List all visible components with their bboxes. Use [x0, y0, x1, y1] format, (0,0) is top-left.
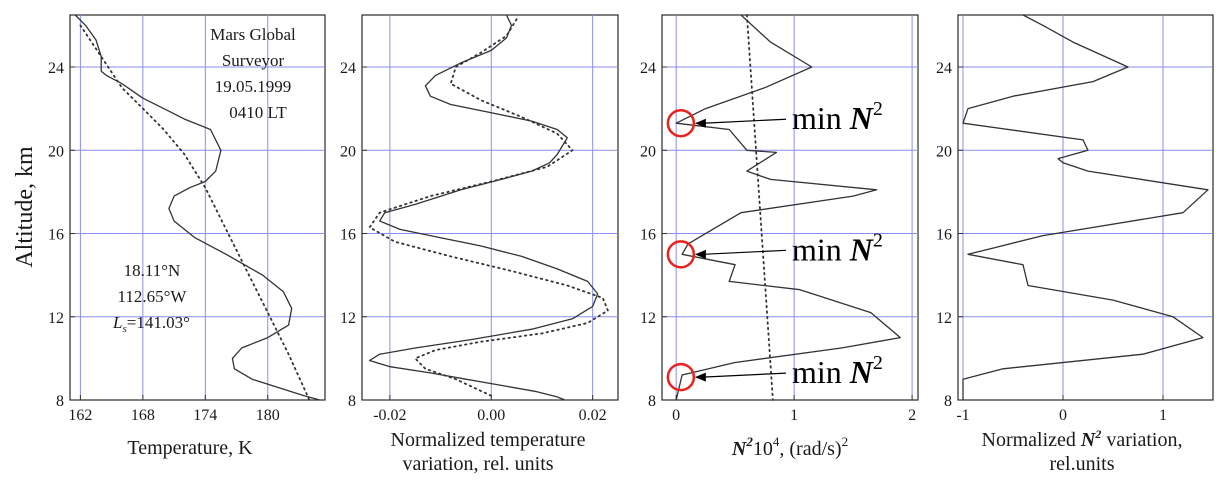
n2-panel-series — [675, 14, 901, 401]
norm-temperature-x-tick-label: 0.00 — [477, 407, 505, 424]
n2-minimum-circle — [666, 240, 696, 269]
n2-minimum-label: min N2 — [792, 229, 883, 267]
n2-x-tick-label: 2 — [908, 407, 916, 424]
temperature-x-label: Temperature, K — [127, 437, 253, 459]
n2-y-tick-label: 16 — [640, 227, 656, 244]
n2-x-label: N2104, (rad/s)2 — [731, 434, 848, 460]
norm-temperature-x-label-line1: Normalized temperature — [391, 429, 586, 451]
n2-y-tick-label: 12 — [640, 310, 656, 327]
norm-temperature-panel-ticks: -0.02 0.00 0.02 8 12 16 20 24 — [340, 60, 607, 424]
n2-y-tick-label: 24 — [640, 60, 656, 77]
norm-temperature-panel-grid — [362, 15, 618, 400]
n2-panel-grid — [662, 15, 918, 400]
n2-minimum-arrow — [702, 372, 787, 378]
norm-temperature-solid-profile — [368, 14, 599, 401]
norm-temperature-y-tick-label: 20 — [340, 143, 356, 160]
n2-x-tick-label: 1 — [790, 407, 798, 424]
temperature-x-tick-label: 180 — [256, 407, 280, 424]
norm-n2-x-label-line2: rel.units — [1050, 453, 1115, 475]
norm-n2-y-tick-label: 8 — [944, 393, 952, 410]
n2-minima-annotations: min N2 min N2 min N2 — [666, 98, 883, 392]
n2-minimum-circle — [666, 108, 696, 138]
norm-n2-y-tick-label: 16 — [936, 227, 952, 244]
temperature-x-tick-label: 168 — [131, 407, 155, 424]
norm-n2-x-tick-label: 0 — [1059, 407, 1067, 424]
norm-temperature-panel: -0.02 0.00 0.02 8 12 16 20 24 Normalized temper… — [340, 14, 619, 475]
norm-temperature-x-label-line2: variation, rel. units — [402, 453, 553, 475]
norm-n2-panel-frame — [957, 14, 1214, 401]
norm-n2-y-tick-label: 20 — [936, 143, 952, 160]
n2-dotted-profile — [746, 14, 774, 401]
n2-minimum-arrowhead — [694, 372, 706, 382]
norm-temperature-x-tick-label: 0.02 — [579, 407, 607, 424]
n2-minimum-label: min N2 — [792, 98, 883, 136]
annotation-mission-line2: Surveyor — [222, 51, 285, 70]
norm-n2-x-label-line1: Normalized N2 variation, — [982, 427, 1183, 451]
temperature-y-tick-label: 12 — [48, 310, 64, 327]
annotation-latitude: 18.11°N — [124, 261, 181, 280]
n2-y-tick-label: 8 — [648, 393, 656, 410]
temperature-y-tick-label: 20 — [48, 143, 64, 160]
n2-minimum-arrow — [702, 118, 787, 124]
n2-minimum-arrow — [702, 249, 787, 255]
norm-temperature-y-tick-label: 16 — [340, 227, 356, 244]
n2-x-tick-label: 0 — [672, 407, 680, 424]
altitude-y-label: Altitude, km — [12, 146, 38, 268]
temperature-solid-profile — [74, 14, 320, 401]
n2-panel-frame — [661, 14, 919, 401]
norm-n2-y-tick-label: 24 — [936, 60, 952, 77]
annotation-date: 19.05.1999 — [215, 77, 292, 96]
annotation-solar-longitude: Ls=141.03° — [112, 313, 190, 335]
norm-n2-x-tick-label: -1 — [956, 407, 969, 424]
norm-n2-panel-grid — [958, 15, 1213, 400]
temperature-x-tick-label: 174 — [193, 407, 217, 424]
norm-temperature-y-tick-label: 8 — [348, 393, 356, 410]
n2-y-tick-label: 20 — [640, 143, 656, 160]
temperature-y-tick-label: 16 — [48, 227, 64, 244]
temperature-panel-ticks: 162 168 174 180 8 12 16 20 24 — [48, 60, 280, 424]
annotation-mission-line1: Mars Global — [210, 25, 296, 44]
norm-n2-panel-ticks: -1 0 1 8 12 16 20 24 — [936, 60, 1167, 424]
n2-minimum-arrowhead — [694, 118, 706, 128]
norm-temperature-x-tick-label: -0.02 — [373, 407, 406, 424]
n2-minimum-circle — [666, 362, 696, 392]
norm-temperature-panel-frame — [361, 14, 619, 401]
norm-n2-x-tick-label: 1 — [1159, 407, 1167, 424]
temperature-y-tick-label: 8 — [56, 393, 64, 410]
norm-n2-panel-series — [962, 14, 1209, 400]
temperature-panel-grid — [70, 15, 325, 400]
norm-n2-panel: -1 0 1 8 12 16 20 24 Normalized N2 variation, r… — [936, 14, 1214, 475]
norm-temperature-panel-series — [368, 14, 609, 401]
norm-temperature-dotted-profile — [368, 18, 609, 397]
annotation-longitude: 112.65°W — [118, 287, 188, 306]
norm-n2-solid-profile — [962, 14, 1209, 400]
temperature-panel: 162 168 174 180 8 12 16 20 24 Temperature, K Alt… — [12, 14, 326, 459]
temperature-x-tick-label: 162 — [68, 407, 92, 424]
annotation-local-time: 0410 LT — [229, 103, 287, 122]
temperature-y-tick-label: 24 — [48, 60, 64, 77]
n2-minimum-label: min N2 — [792, 352, 883, 390]
norm-n2-y-tick-label: 12 — [936, 310, 952, 327]
n2-minimum-arrowhead — [694, 249, 706, 259]
norm-temperature-y-tick-label: 12 — [340, 310, 356, 327]
norm-temperature-y-tick-label: 24 — [340, 60, 356, 77]
n2-solid-profile — [675, 14, 901, 401]
temperature-panel-frame — [69, 14, 326, 401]
temperature-panel-series — [74, 14, 320, 401]
temperature-dotted-profile — [79, 24, 311, 401]
